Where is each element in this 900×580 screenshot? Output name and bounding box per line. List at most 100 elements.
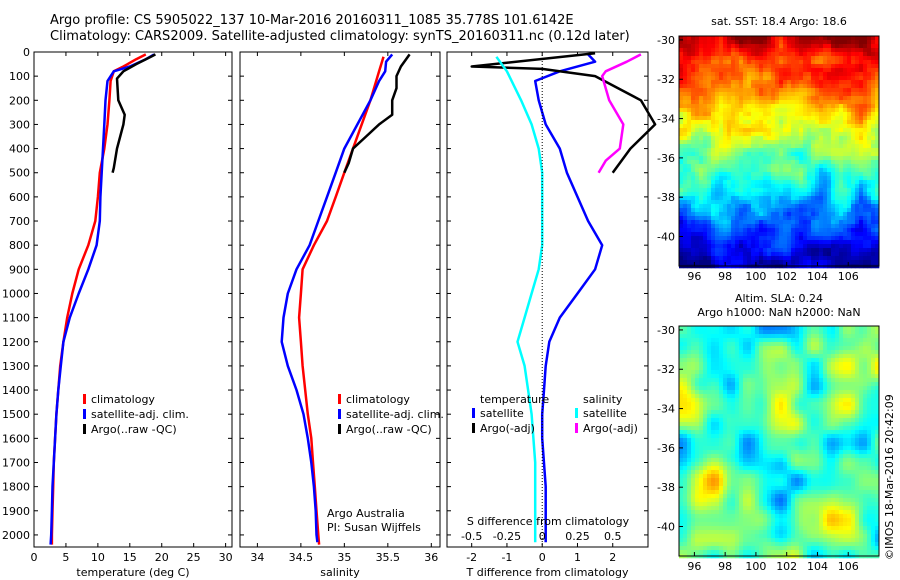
map-cell [799, 244, 804, 249]
map-cell [791, 354, 796, 359]
map-cell [735, 418, 740, 423]
map-cell [779, 96, 784, 101]
y-tick-label: 900 [9, 263, 30, 276]
map-cell [787, 260, 792, 265]
map-cell [779, 342, 784, 347]
map-cell [759, 442, 764, 447]
map-cell [859, 128, 864, 133]
map-cell [795, 56, 800, 61]
map-cell [779, 44, 784, 49]
map-cell [851, 418, 856, 423]
map-cell [779, 402, 784, 407]
map-cell [823, 176, 828, 181]
map-cell [823, 390, 828, 395]
map-cell [779, 390, 784, 395]
map-cell [679, 84, 684, 89]
map-cell [751, 350, 756, 355]
map-cell [707, 248, 712, 253]
map-cell [863, 334, 868, 339]
map-cell [863, 84, 868, 89]
map-cell [795, 52, 800, 57]
map-cell [791, 132, 796, 137]
map-cell [787, 370, 792, 375]
map-cell [855, 192, 860, 197]
map-cell [763, 466, 768, 471]
map-cell [747, 414, 752, 419]
map-cell [711, 48, 716, 53]
map-cell [679, 180, 684, 185]
map-cell [815, 430, 820, 435]
map-cell [843, 338, 848, 343]
map-cell [815, 144, 820, 149]
map-cell [743, 156, 748, 161]
map-cell [679, 326, 684, 331]
map-cell [683, 100, 688, 105]
map-cell [831, 458, 836, 463]
map-cell [755, 248, 760, 253]
map-cell [723, 248, 728, 253]
map-cell [835, 338, 840, 343]
map-cell [719, 132, 724, 137]
map-cell [847, 76, 852, 81]
map-cell [795, 462, 800, 467]
map-cell [711, 342, 716, 347]
y-tick-label: 200 [9, 94, 30, 107]
map-cell [783, 80, 788, 85]
map-cell [779, 438, 784, 443]
map-cell [775, 72, 780, 77]
map-cell [715, 256, 720, 261]
map-cell [687, 410, 692, 415]
map-cell [875, 212, 880, 217]
map-cell [739, 410, 744, 415]
map-cell [743, 378, 748, 383]
map-cell [863, 442, 868, 447]
map-cell [783, 196, 788, 201]
map-cell [823, 466, 828, 471]
map-cell [847, 192, 852, 197]
map-cell [735, 108, 740, 113]
map-cell [735, 184, 740, 189]
map-cell [695, 334, 700, 339]
map-cell [803, 232, 808, 237]
map-cell [787, 220, 792, 225]
map-cell [735, 148, 740, 153]
map-cell [739, 232, 744, 237]
map-cell [815, 338, 820, 343]
map-cell [791, 410, 796, 415]
map-cell [699, 132, 704, 137]
map-cell [771, 326, 776, 331]
map-cell [739, 442, 744, 447]
map-cell [751, 430, 756, 435]
map-cell [703, 88, 708, 93]
map-cell [791, 204, 796, 209]
map-cell [779, 442, 784, 447]
map-cell [687, 44, 692, 49]
map-cell [771, 84, 776, 89]
map-cell [755, 406, 760, 411]
map-cell [771, 160, 776, 165]
map-cell [855, 80, 860, 85]
map-cell [803, 338, 808, 343]
map-cell [707, 224, 712, 229]
x-tick-label: 15 [123, 551, 137, 564]
map-cell [807, 370, 812, 375]
map-cell [727, 128, 732, 133]
map-cell [735, 164, 740, 169]
map-cell [863, 164, 868, 169]
map-cell [739, 208, 744, 213]
map-cell [759, 144, 764, 149]
map-cell [815, 204, 820, 209]
map-cell [795, 252, 800, 257]
map-cell [823, 398, 828, 403]
map-cell [863, 188, 868, 193]
map-cell [875, 184, 880, 189]
map-cell [747, 140, 752, 145]
map-cell [871, 80, 876, 85]
map-cell [731, 188, 736, 193]
map-cell [839, 172, 844, 177]
map-cell [775, 212, 780, 217]
map-cell [863, 390, 868, 395]
map-cell [751, 76, 756, 81]
map-cell [711, 104, 716, 109]
map-cell [711, 244, 716, 249]
